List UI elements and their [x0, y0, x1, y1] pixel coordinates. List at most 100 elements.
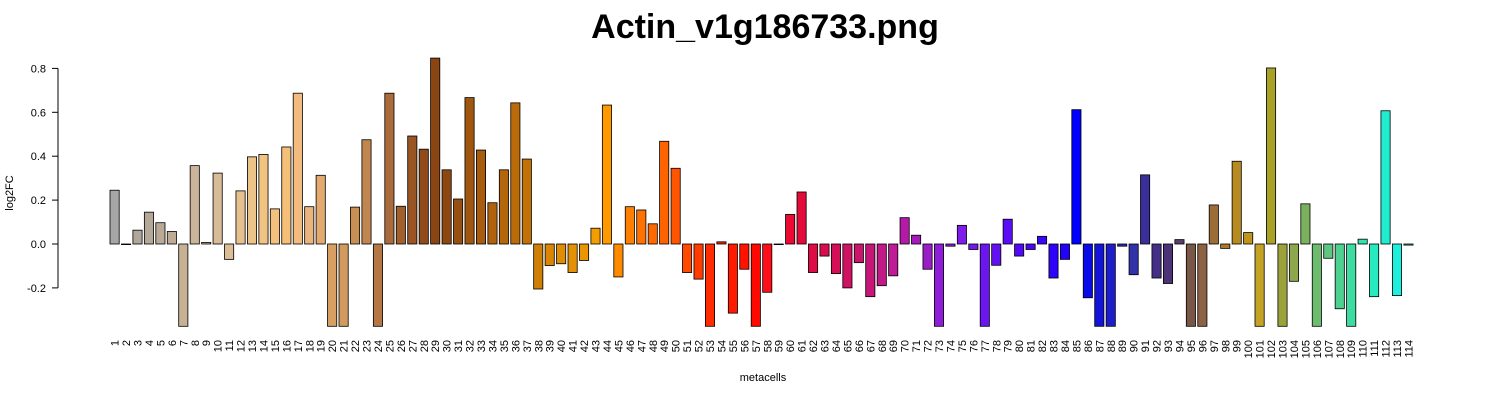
bar-55 — [727, 243, 738, 314]
x-tick-label: 20 — [327, 340, 339, 352]
x-tick-label: 91 — [1140, 340, 1152, 352]
x-tick-label: 74 — [945, 340, 957, 352]
x-tick-label: 28 — [419, 340, 431, 352]
x-tick-label: 78 — [991, 340, 1003, 352]
x-tick-label: 49 — [659, 340, 671, 352]
bar-89 — [1117, 243, 1128, 247]
bar-66 — [853, 243, 864, 264]
x-tick-label: 31 — [453, 340, 465, 352]
x-tick-label: 29 — [430, 340, 442, 352]
x-tick-label: 5 — [155, 340, 167, 346]
bar-9 — [201, 242, 212, 245]
x-tick-label: 46 — [625, 340, 637, 352]
bar-83 — [1048, 243, 1059, 279]
bar-112 — [1380, 110, 1391, 245]
x-tick-label: 17 — [293, 340, 305, 352]
bar-45 — [613, 243, 624, 278]
bar-26 — [395, 205, 406, 245]
x-tick-label: 53 — [705, 340, 717, 352]
x-tick-label: 35 — [499, 340, 511, 352]
bar-84 — [1059, 243, 1070, 260]
bar-57 — [750, 243, 761, 327]
x-tick-label: 104 — [1289, 340, 1301, 358]
x-tick-label: 26 — [396, 340, 408, 352]
bar-72 — [922, 243, 933, 270]
bar-91 — [1140, 174, 1151, 245]
bar-17 — [292, 92, 303, 245]
x-tick-label: 100 — [1243, 340, 1255, 358]
bar-52 — [693, 243, 704, 280]
bar-3 — [132, 229, 143, 245]
bar-107 — [1323, 243, 1334, 259]
bar-38 — [533, 243, 544, 290]
x-tick-label: 50 — [671, 340, 683, 352]
bar-100 — [1243, 232, 1254, 245]
bar-111 — [1369, 243, 1380, 298]
x-tick-label: 110 — [1358, 340, 1370, 358]
bar-106 — [1311, 243, 1322, 327]
x-tick-label: 87 — [1094, 340, 1106, 352]
x-tick-label: 52 — [694, 340, 706, 352]
bar-110 — [1357, 238, 1368, 245]
x-tick-label: 9 — [201, 340, 213, 346]
bar-22 — [350, 206, 361, 245]
bar-44 — [601, 104, 612, 245]
x-tick-label: 11 — [224, 340, 236, 351]
bar-67 — [865, 243, 876, 298]
bar-88 — [1105, 243, 1116, 327]
bar-19 — [315, 174, 326, 245]
bar-1 — [109, 189, 120, 245]
bar-74 — [945, 243, 956, 247]
x-tick-label: 112 — [1381, 340, 1393, 358]
x-tick-label: 58 — [762, 340, 774, 352]
bars-group — [109, 57, 1414, 327]
bar-41 — [567, 243, 578, 273]
chart-title: Actin_v1g186733.png — [591, 8, 939, 46]
x-tick-label: 99 — [1232, 340, 1244, 352]
x-tick-label: 36 — [510, 340, 522, 352]
x-tick-label: 101 — [1255, 340, 1267, 358]
bar-47 — [636, 209, 647, 245]
x-tick-label: 61 — [797, 340, 809, 352]
x-tick-label: 51 — [682, 340, 694, 352]
bar-77 — [979, 243, 990, 327]
bar-25 — [384, 92, 395, 245]
x-axis-title: metacells — [740, 372, 787, 384]
bar-62 — [808, 243, 819, 273]
x-tick-label: 73 — [934, 340, 946, 352]
y-tick-label: 0.8 — [31, 63, 46, 75]
x-tick-label: 103 — [1278, 340, 1290, 358]
bar-73 — [934, 243, 945, 327]
x-tick-label: 107 — [1323, 340, 1335, 358]
x-tick-label: 1 — [110, 340, 122, 346]
bar-98 — [1220, 243, 1231, 249]
bar-40 — [556, 243, 567, 265]
bar-21 — [338, 243, 349, 327]
bar-65 — [842, 243, 853, 289]
bar-10 — [212, 172, 223, 245]
bar-54 — [716, 241, 727, 245]
x-tick-label: 30 — [442, 340, 454, 352]
bar-113 — [1392, 243, 1403, 296]
x-tick-label: 14 — [258, 340, 270, 352]
bar-27 — [407, 135, 418, 245]
bar-90 — [1128, 243, 1139, 276]
y-tick-label: -0.2 — [27, 283, 46, 295]
bar-99 — [1231, 160, 1242, 245]
bar-12 — [235, 190, 246, 245]
bar-14 — [258, 154, 269, 245]
x-tick-label: 67 — [865, 340, 877, 352]
bar-114 — [1403, 243, 1414, 246]
bar-85 — [1071, 109, 1082, 245]
x-tick-label: 6 — [167, 340, 179, 346]
bar-94 — [1174, 239, 1185, 245]
bar-34 — [487, 202, 498, 245]
bar-68 — [876, 243, 887, 287]
x-tick-label: 47 — [636, 340, 648, 352]
x-tick-label: 40 — [556, 340, 568, 352]
bar-79 — [1002, 218, 1013, 245]
x-tick-label: 37 — [522, 340, 534, 352]
x-tick-label: 66 — [854, 340, 866, 352]
x-tick-label: 68 — [877, 340, 889, 352]
x-tick-label: 38 — [533, 340, 545, 352]
